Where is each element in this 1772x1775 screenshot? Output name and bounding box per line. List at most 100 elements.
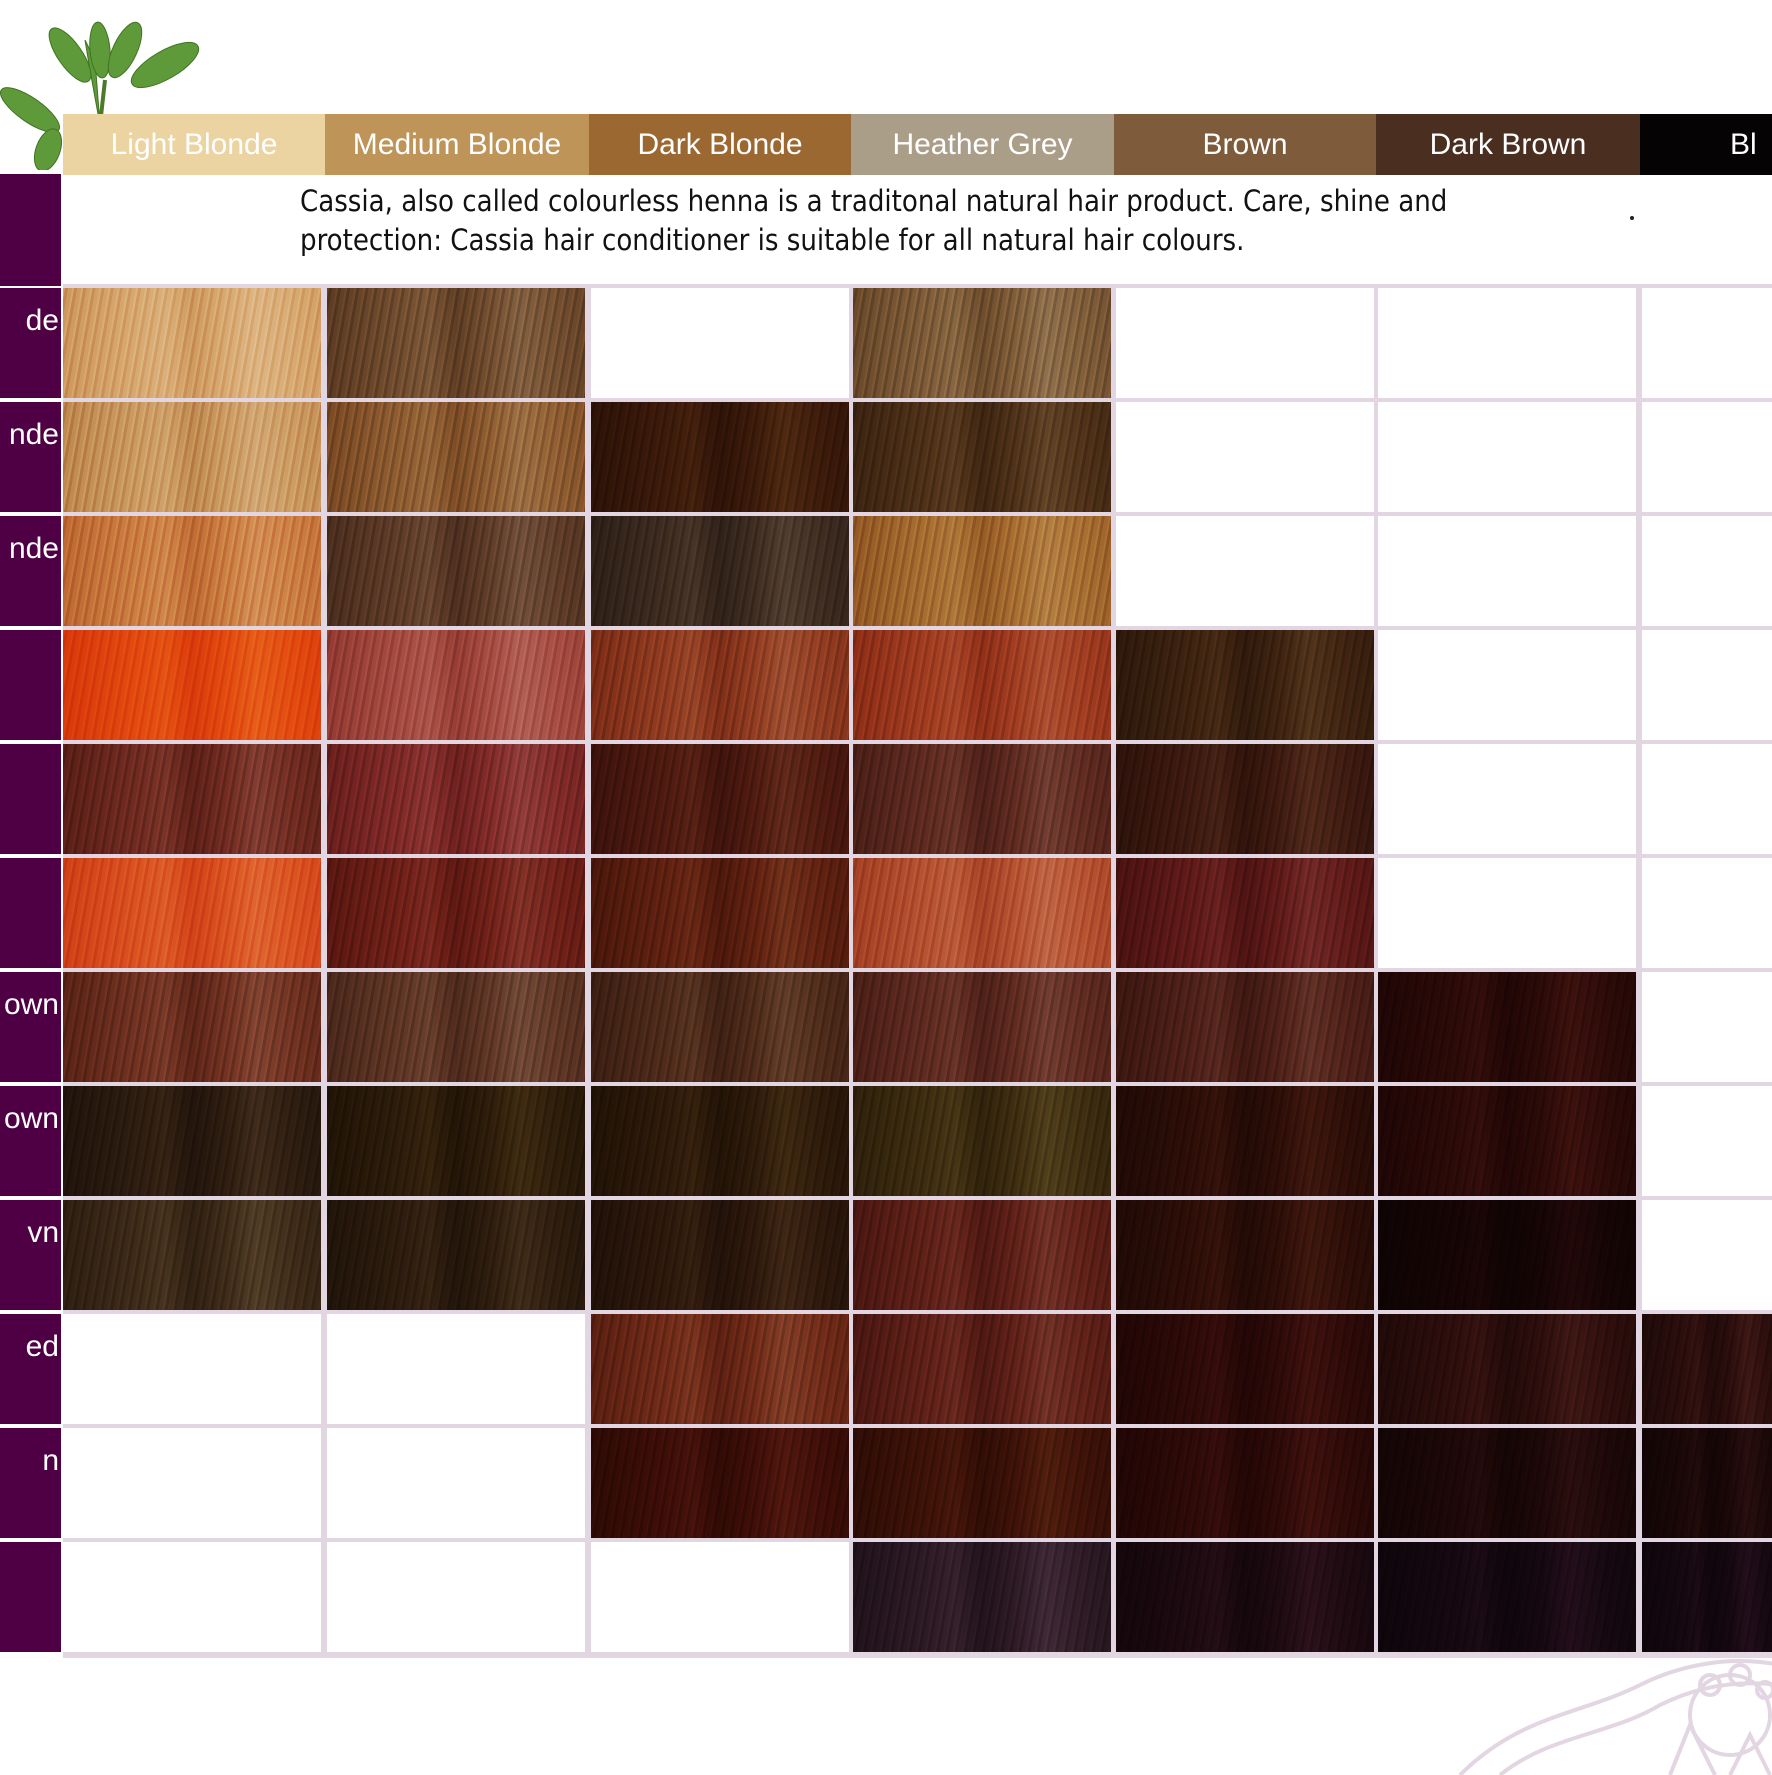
header-column-dark-blonde: Dark Blonde: [589, 114, 851, 175]
hair-swatch: [591, 1428, 849, 1538]
hair-swatch: [1116, 858, 1374, 968]
empty-cell: [1378, 744, 1636, 854]
hair-swatch: [591, 402, 849, 512]
grid-row: own: [0, 1086, 1772, 1200]
grid-row: nde: [0, 516, 1772, 630]
header-column-bl: Bl: [1640, 114, 1772, 175]
hair-swatch: [853, 1428, 1111, 1538]
empty-cell: [1642, 516, 1772, 626]
header-column-light-blonde: Light Blonde: [63, 114, 325, 175]
row-label: vn: [0, 1200, 61, 1310]
hair-swatch: [591, 858, 849, 968]
hair-swatch: [1378, 1542, 1636, 1652]
empty-cell: [1642, 1200, 1772, 1310]
empty-cell: [591, 288, 849, 398]
hair-swatch: [1116, 1200, 1374, 1310]
hair-swatch: [63, 1086, 321, 1196]
row-label-text: nde: [8, 532, 59, 565]
empty-cell: [63, 1542, 321, 1652]
hair-colour-header: Light Blonde Medium Blonde Dark Blonde Heat…: [63, 114, 1772, 175]
grid-row: ed: [0, 1314, 1772, 1428]
row-label: [0, 858, 61, 968]
empty-cell: [1642, 744, 1772, 854]
hair-swatch: [327, 858, 585, 968]
hair-swatch: [1116, 972, 1374, 1082]
row-label: n: [0, 1428, 61, 1538]
hair-swatch: [327, 972, 585, 1082]
hair-swatch: [1642, 1314, 1772, 1424]
hair-swatch: [1378, 1428, 1636, 1538]
hair-swatch: [591, 630, 849, 740]
hair-swatch: [1642, 1542, 1772, 1652]
hair-swatch: [853, 630, 1111, 740]
row-label: nde: [0, 516, 61, 626]
dot-mark: [1630, 216, 1634, 220]
hair-swatch: [1378, 1200, 1636, 1310]
hair-swatch: [591, 1314, 849, 1424]
hair-swatch: [853, 1086, 1111, 1196]
grid-row: [0, 630, 1772, 744]
empty-cell: [1116, 288, 1374, 398]
hair-swatch: [591, 972, 849, 1082]
grid-row: de: [0, 288, 1772, 402]
decorative-swirl-pattern: [1458, 1659, 1772, 1775]
row-label-text: n: [42, 1444, 59, 1477]
empty-cell: [1378, 858, 1636, 968]
hair-swatch: [327, 744, 585, 854]
row-label-text: own: [3, 1102, 59, 1135]
hair-swatch: [853, 402, 1111, 512]
hair-swatch: [853, 744, 1111, 854]
header-column-dark-brown: Dark Brown: [1376, 114, 1640, 175]
hair-swatch: [1378, 972, 1636, 1082]
hair-swatch: [853, 1314, 1111, 1424]
description: Cassia, also called colourless henna is …: [300, 182, 1560, 260]
row-label: [0, 744, 61, 854]
header-column-brown: Brown: [1114, 114, 1376, 175]
empty-cell: [1642, 288, 1772, 398]
header-column-medium-blonde: Medium Blonde: [325, 114, 589, 175]
empty-cell: [327, 1542, 585, 1652]
hair-swatch: [853, 858, 1111, 968]
divider: [63, 284, 1772, 288]
hair-swatch: [853, 288, 1111, 398]
header-column-heather-grey: Heather Grey: [851, 114, 1114, 175]
empty-cell: [63, 1428, 321, 1538]
empty-cell: [327, 1314, 585, 1424]
description-line-1: Cassia, also called colourless henna is …: [300, 184, 1448, 218]
row-label-text: nde: [8, 418, 59, 451]
grid-row: vn: [0, 1200, 1772, 1314]
grid-row: own: [0, 972, 1772, 1086]
hair-swatch: [63, 630, 321, 740]
row-label: own: [0, 1086, 61, 1196]
hair-swatch: [327, 288, 585, 398]
empty-cell: [1378, 630, 1636, 740]
hair-swatch: [1116, 630, 1374, 740]
empty-cell: [591, 1542, 849, 1652]
hair-swatch: [327, 1086, 585, 1196]
hair-swatch: [1116, 1086, 1374, 1196]
hair-swatch: [63, 516, 321, 626]
hair-swatch: [853, 972, 1111, 1082]
empty-cell: [1642, 1086, 1772, 1196]
empty-cell: [1642, 630, 1772, 740]
hair-swatch: [1378, 1314, 1636, 1424]
empty-cell: [1642, 858, 1772, 968]
grid-row: [0, 1542, 1772, 1656]
row-label: ed: [0, 1314, 61, 1424]
grid-row: [0, 744, 1772, 858]
hair-swatch: [327, 516, 585, 626]
empty-cell: [1378, 402, 1636, 512]
empty-cell: [1642, 402, 1772, 512]
hair-swatch: [63, 1200, 321, 1310]
grid-row: [0, 858, 1772, 972]
row-label: own: [0, 972, 61, 1082]
hair-swatch: [63, 288, 321, 398]
row-label: [0, 1542, 61, 1652]
empty-cell: [1378, 288, 1636, 398]
hair-swatch: [63, 972, 321, 1082]
hair-swatch: [327, 402, 585, 512]
grid-row: nde: [0, 402, 1772, 516]
empty-cell: [1116, 402, 1374, 512]
empty-cell: [63, 1314, 321, 1424]
hair-swatch: [1116, 1428, 1374, 1538]
